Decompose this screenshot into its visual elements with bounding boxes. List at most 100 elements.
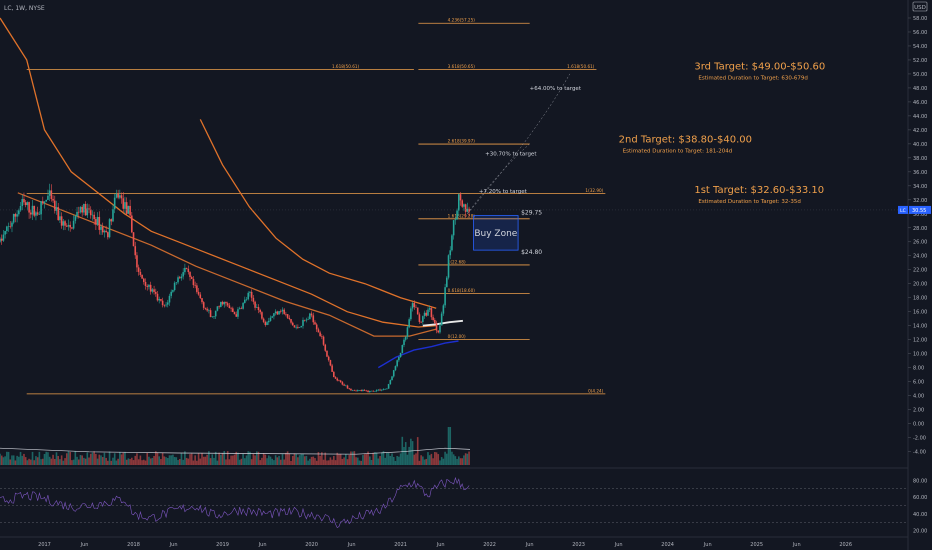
price-tick-label: 44.00 — [913, 114, 927, 120]
volume-bar — [0, 455, 3, 465]
price-axis[interactable]: -4.00 -2.00 0.00 2.00 4.00 6.00 8.00 10.00 12.00… — [0, 16, 931, 535]
candle-body — [266, 322, 268, 326]
candle-body — [276, 311, 279, 315]
volume-bar — [396, 456, 398, 465]
buy-zone-bottom-label: $24.80 — [521, 249, 542, 256]
candle-body — [53, 200, 56, 211]
candle-body — [30, 212, 32, 215]
price-tick-label: 38.00 — [913, 156, 927, 162]
candle-body — [11, 222, 13, 227]
last-price-badge — [909, 205, 931, 214]
candle-body — [107, 232, 109, 238]
volume-bar — [47, 452, 49, 465]
volume-bar — [360, 460, 363, 465]
candle-body — [93, 214, 95, 220]
candle-body — [267, 320, 270, 323]
volume-bar — [93, 451, 95, 465]
time-axis[interactable]: 2017 Jun 2018 Jun 2019 Jun 2020 Jun 2021 Jun 2022 J… — [38, 542, 852, 548]
candle-body — [35, 212, 37, 216]
candle-body — [297, 326, 299, 328]
candle-body — [0, 238, 3, 241]
volume-bar — [466, 453, 469, 465]
candle-body — [389, 380, 392, 385]
candle-body — [387, 384, 390, 389]
candle-body — [115, 193, 118, 198]
candle-body — [406, 327, 409, 337]
volume-bar — [189, 454, 191, 465]
candle-body — [343, 384, 345, 386]
candle-body — [47, 195, 49, 200]
volume-bar — [182, 459, 184, 465]
volume-bar — [423, 459, 426, 465]
candle-body — [322, 336, 325, 345]
candle-body — [72, 220, 75, 229]
volume-bar — [283, 459, 285, 465]
candle-body — [178, 277, 181, 279]
volume-bar — [21, 455, 24, 465]
volume-bar — [310, 456, 313, 465]
volume-bar — [288, 453, 291, 465]
volume-bar — [422, 456, 424, 465]
candle-body — [312, 315, 315, 323]
volume-bar — [271, 458, 273, 465]
annotations: Buy Zone $29.75 $24.80 +7.20% to target +30.… — [467, 62, 825, 256]
candle-body — [242, 302, 244, 309]
candle-body — [50, 190, 53, 199]
volume-bar — [353, 451, 356, 465]
candle-body — [290, 319, 292, 323]
price-tick-label: 14.00 — [913, 324, 927, 330]
candle-body — [139, 271, 142, 275]
volume-bar — [336, 452, 339, 465]
volume-bar — [321, 452, 323, 465]
candle-body — [41, 201, 44, 204]
candle-body — [399, 352, 402, 358]
volume-bar — [459, 458, 462, 465]
volume-bar — [420, 455, 422, 465]
candle-body — [132, 232, 135, 247]
volume-bar — [446, 453, 448, 465]
volume-bar — [206, 454, 208, 465]
volume-bar — [213, 457, 215, 465]
candle-body — [363, 389, 366, 391]
candle-body — [454, 219, 457, 221]
volume-bar — [437, 454, 440, 465]
candle-body — [88, 208, 90, 210]
volume-bar — [379, 456, 381, 465]
price-tick-label: 40.00 — [913, 142, 927, 148]
candlestick-series[interactable] — [0, 183, 470, 393]
candle-body — [196, 285, 198, 292]
candle-body — [105, 230, 107, 233]
volume-bar — [59, 459, 61, 465]
volume-bar — [38, 451, 41, 465]
time-axis-label: 2019 — [216, 542, 229, 548]
candle-body — [113, 197, 116, 210]
volume-bar — [187, 458, 190, 465]
volume-bar — [434, 451, 436, 465]
volume-bar — [71, 460, 73, 465]
candle-body — [444, 287, 446, 306]
candle-body — [439, 325, 441, 333]
volume-bar — [468, 451, 470, 465]
candle-body — [358, 390, 361, 391]
volume-bar — [355, 457, 357, 465]
price-tick-label: 28.00 — [913, 226, 927, 232]
price-tick-label: 50.00 — [913, 72, 927, 78]
candle-body — [76, 211, 78, 217]
time-axis-label: 2018 — [127, 542, 140, 548]
volume-bar — [261, 457, 263, 465]
candle-body — [452, 220, 455, 236]
candle-body — [261, 312, 263, 319]
candle-body — [428, 308, 431, 310]
volume-bar — [418, 460, 421, 465]
candle-body — [96, 216, 99, 225]
candle-body — [214, 310, 217, 317]
usd-currency-badge[interactable]: USD — [912, 1, 928, 12]
volume-bar — [201, 453, 203, 465]
candle-body — [283, 309, 285, 314]
candle-body — [274, 311, 277, 314]
candle-body — [281, 309, 284, 312]
volume-bar — [240, 458, 243, 465]
candle-body — [447, 255, 450, 278]
volume-bar — [4, 456, 6, 465]
